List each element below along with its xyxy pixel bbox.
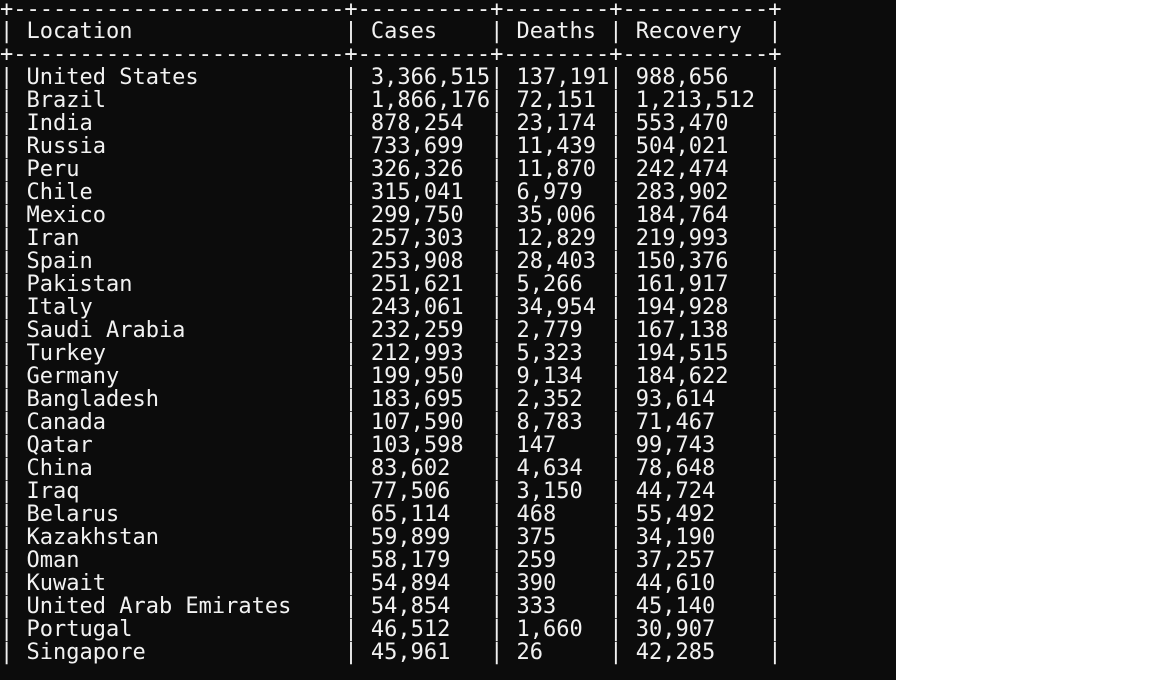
table-row: | Italy | 243,061 | 34,954 | 194,928 |: [0, 295, 782, 320]
table-row: | Oman | 58,179 | 259 | 37,257 |: [0, 548, 782, 573]
table-border-top: +-------------------------+----------+--…: [0, 0, 782, 22]
table-row: | India | 878,254 | 23,174 | 553,470 |: [0, 111, 782, 136]
table-row: | Canada | 107,590 | 8,783 | 71,467 |: [0, 410, 782, 435]
table-row: | Singapore | 45,961 | 26 | 42,285 |: [0, 640, 782, 665]
table-row: | Qatar | 103,598 | 147 | 99,743 |: [0, 433, 782, 458]
table-row: | Chile | 315,041 | 6,979 | 283,902 |: [0, 180, 782, 205]
table-row: | Iraq | 77,506 | 3,150 | 44,724 |: [0, 479, 782, 504]
table-row: | Saudi Arabia | 232,259 | 2,779 | 167,1…: [0, 318, 782, 343]
terminal-window[interactable]: +-------------------------+----------+--…: [0, 0, 896, 680]
table-row: | Kazakhstan | 59,899 | 375 | 34,190 |: [0, 525, 782, 550]
table-row: | Iran | 257,303 | 12,829 | 219,993 |: [0, 226, 782, 251]
table-row: | Russia | 733,699 | 11,439 | 504,021 |: [0, 134, 782, 159]
table-row: | United Arab Emirates | 54,854 | 333 | …: [0, 594, 782, 619]
table-row: | Kuwait | 54,894 | 390 | 44,610 |: [0, 571, 782, 596]
table-row: | Peru | 326,326 | 11,870 | 242,474 |: [0, 157, 782, 182]
table-row: | Pakistan | 251,621 | 5,266 | 161,917 |: [0, 272, 782, 297]
table-row: | Brazil | 1,866,176| 72,151 | 1,213,512…: [0, 88, 782, 113]
table-border-header: +-------------------------+----------+--…: [0, 42, 782, 67]
table-row: | Germany | 199,950 | 9,134 | 184,622 |: [0, 364, 782, 389]
table-row: | Turkey | 212,993 | 5,323 | 194,515 |: [0, 341, 782, 366]
table-row: | Mexico | 299,750 | 35,006 | 184,764 |: [0, 203, 782, 228]
table-row: | China | 83,602 | 4,634 | 78,648 |: [0, 456, 782, 481]
table-row: | Portugal | 46,512 | 1,660 | 30,907 |: [0, 617, 782, 642]
table-row: | United States | 3,366,515| 137,191| 98…: [0, 65, 782, 90]
table-row: | Spain | 253,908 | 28,403 | 150,376 |: [0, 249, 782, 274]
table-row: | Belarus | 65,114 | 468 | 55,492 |: [0, 502, 782, 527]
table-row: | Bangladesh | 183,695 | 2,352 | 93,614 …: [0, 387, 782, 412]
table-header-row: | Location | Cases | Deaths | Recovery |: [0, 19, 782, 44]
